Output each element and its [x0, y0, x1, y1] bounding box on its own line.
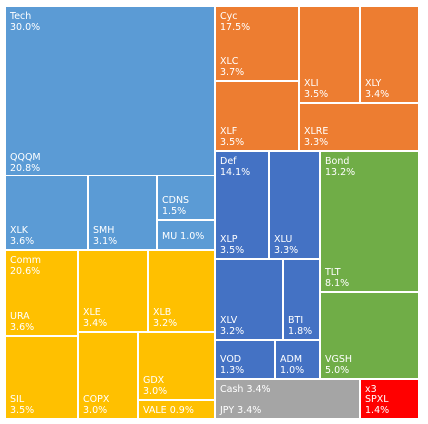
- cell-value-smh: 3.1%: [93, 236, 118, 247]
- group-label-bond: Bond: [325, 156, 350, 167]
- cell-label-copx: COPX: [83, 394, 110, 405]
- group-label-x3: x3: [365, 384, 377, 395]
- cell-label-tlt: TLT: [325, 267, 341, 278]
- cell-value-spxl: 1.4%: [365, 405, 390, 416]
- treemap-cell-xlp: Def 14.1% XLP 3.5%: [215, 151, 269, 259]
- cell-value-xle: 3.4%: [83, 318, 108, 329]
- group-label-cash: Cash 3.4%: [220, 384, 271, 395]
- cell-label-cdns: CDNS: [162, 195, 190, 206]
- cell-label-xlv: XLV: [220, 315, 238, 326]
- treemap-cell-xle: XLE 3.4%: [78, 250, 148, 332]
- treemap-cell-bti: BTI 1.8%: [283, 259, 320, 340]
- group-label-cyc: Cyc: [220, 11, 238, 22]
- cell-label-vale: VALE 0.9%: [143, 405, 194, 416]
- cell-value-xlp: 3.5%: [220, 245, 245, 256]
- cell-label-ura: URA: [10, 311, 30, 322]
- cell-label-xlp: XLP: [220, 234, 238, 245]
- treemap-cell-smh: SMH 3.1%: [88, 175, 157, 250]
- treemap-cell-xlb: XLB 3.2%: [148, 250, 215, 332]
- cell-value-xlc: 3.7%: [220, 67, 245, 78]
- cell-value-bti: 1.8%: [288, 326, 313, 337]
- cell-label-smh: SMH: [93, 225, 115, 236]
- cell-value-sil: 3.5%: [10, 405, 35, 416]
- cell-label-jpy: JPY 3.4%: [220, 405, 262, 416]
- group-label-def: Def: [220, 156, 237, 167]
- cell-label-xlre: XLRE: [304, 126, 329, 137]
- cell-label-xlu: XLU: [274, 234, 293, 245]
- treemap-cell-xlu: XLU 3.3%: [269, 151, 320, 259]
- treemap-cell-xlv: XLV 3.2%: [215, 259, 283, 340]
- group-pct-bond: 13.2%: [325, 167, 356, 178]
- group-pct-def: 14.1%: [220, 167, 251, 178]
- cell-label-xlb: XLB: [153, 307, 172, 318]
- cell-value-tlt: 8.1%: [325, 278, 350, 289]
- group-label-tech: Tech: [10, 11, 32, 22]
- cell-label-vgsh: VGSH: [325, 354, 353, 365]
- cell-label-mu: MU 1.0%: [162, 231, 205, 242]
- cell-label-xlf: XLF: [220, 126, 238, 137]
- treemap-cell-adm: ADM 1.0%: [275, 340, 320, 379]
- treemap-cell-spxl: x3 SPXL 1.4%: [360, 379, 419, 419]
- cell-value-copx: 3.0%: [83, 405, 108, 416]
- treemap-cell-copx: COPX 3.0%: [78, 332, 138, 419]
- cell-label-spxl: SPXL: [365, 394, 389, 405]
- cell-label-xlc: XLC: [220, 56, 239, 67]
- cell-value-xlf: 3.5%: [220, 137, 245, 148]
- cell-value-xly: 3.4%: [365, 89, 390, 100]
- cell-label-xli: XLI: [304, 78, 319, 89]
- cell-label-xly: XLY: [365, 78, 382, 89]
- cell-value-xli: 3.5%: [304, 89, 329, 100]
- cell-label-vod: VOD: [220, 354, 242, 365]
- treemap-cell-cdns: CDNS 1.5%: [157, 175, 215, 220]
- treemap-cell-xlc: Cyc 17.5% XLC 3.7%: [215, 6, 299, 81]
- treemap-cell-tlt: Bond 13.2% TLT 8.1%: [320, 151, 419, 292]
- cell-value-gdx: 3.0%: [143, 386, 168, 397]
- cell-value-adm: 1.0%: [280, 365, 305, 376]
- cell-value-xlb: 3.2%: [153, 318, 178, 329]
- cell-label-sil: SIL: [10, 394, 25, 405]
- cell-value-ura: 3.6%: [10, 322, 35, 333]
- cell-value-xlk: 3.6%: [10, 236, 35, 247]
- group-pct-tech: 30.0%: [10, 22, 41, 33]
- treemap-cell-qqqm: Tech 30.0% QQQM 20.8%: [5, 6, 215, 197]
- treemap-cell-vod: VOD 1.3%: [215, 340, 275, 379]
- group-pct-cyc: 17.5%: [220, 22, 251, 33]
- treemap-cell-gdx: GDX 3.0%: [138, 332, 215, 400]
- cell-value-qqqm: 20.8%: [10, 163, 41, 174]
- treemap-cell-ura: Comm 20.6% URA 3.6%: [5, 250, 78, 336]
- cell-label-qqqm: QQQM: [10, 152, 41, 163]
- cell-value-xlv: 3.2%: [220, 326, 245, 337]
- cell-label-bti: BTI: [288, 315, 304, 326]
- cell-value-vgsh: 5.0%: [325, 365, 350, 376]
- treemap-cell-vale: VALE 0.9%: [138, 400, 215, 419]
- cell-label-gdx: GDX: [143, 375, 165, 386]
- treemap-cell-xlf: XLF 3.5%: [215, 81, 299, 151]
- cell-label-adm: ADM: [280, 354, 303, 365]
- treemap-cell-xly: XLY 3.4%: [360, 6, 419, 103]
- cell-label-xle: XLE: [83, 307, 101, 318]
- cell-label-xlk: XLK: [10, 225, 29, 236]
- treemap-cell-sil: SIL 3.5%: [5, 336, 78, 419]
- treemap-cell-vgsh: VGSH 5.0%: [320, 292, 419, 379]
- treemap-cell-xlre: XLRE 3.3%: [299, 103, 419, 151]
- group-pct-comm: 20.6%: [10, 266, 41, 277]
- cell-value-xlu: 3.3%: [274, 245, 299, 256]
- cell-value-xlre: 3.3%: [304, 137, 329, 148]
- treemap-cell-jpy: Cash 3.4% JPY 3.4%: [215, 379, 360, 419]
- treemap-cell-mu: MU 1.0%: [157, 220, 215, 250]
- cell-value-vod: 1.3%: [220, 365, 245, 376]
- treemap-cell-xli: XLI 3.5%: [299, 6, 360, 103]
- treemap-cell-xlk: XLK 3.6%: [5, 175, 88, 250]
- cell-value-cdns: 1.5%: [162, 206, 187, 217]
- group-label-comm: Comm: [10, 255, 41, 266]
